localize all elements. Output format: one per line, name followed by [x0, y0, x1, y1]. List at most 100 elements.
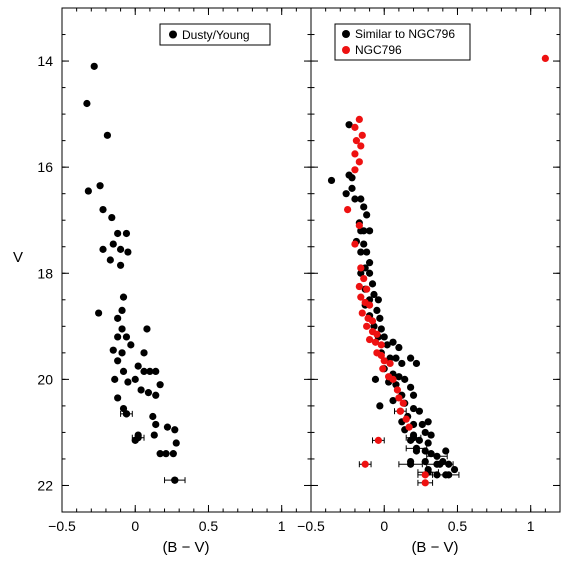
data-point	[433, 460, 441, 468]
data-point	[402, 415, 410, 423]
data-point	[370, 290, 378, 299]
data-point	[374, 296, 382, 304]
data-point	[407, 383, 415, 391]
data-point	[131, 436, 139, 444]
data-point	[389, 396, 397, 405]
data-point	[445, 460, 453, 468]
data-point	[421, 458, 429, 466]
y-tick-label: 20	[37, 371, 53, 387]
data-point	[114, 394, 122, 402]
data-point	[377, 325, 385, 333]
data-point	[389, 338, 397, 346]
data-point	[395, 394, 403, 402]
data-point	[405, 423, 413, 431]
data-point	[365, 227, 374, 235]
data-point	[407, 458, 415, 466]
data-point	[392, 354, 400, 362]
series-1	[344, 54, 549, 487]
left-points	[83, 62, 180, 484]
data-point	[415, 407, 423, 415]
data-point	[146, 367, 154, 376]
data-point	[360, 203, 368, 211]
y-tick-label: 22	[37, 477, 53, 493]
data-point	[379, 365, 387, 373]
data-point	[355, 158, 363, 166]
data-point	[137, 386, 145, 394]
data-point	[357, 248, 365, 256]
y-tick-label: 16	[37, 159, 53, 175]
data-point	[348, 184, 356, 192]
data-point	[377, 351, 385, 360]
data-point	[134, 362, 142, 370]
data-point	[149, 412, 157, 421]
y-axis-label: V	[13, 249, 23, 266]
data-point	[83, 99, 91, 108]
data-point	[352, 137, 361, 145]
data-point	[380, 357, 388, 365]
data-point	[412, 447, 421, 455]
right-tick-labels: −0.5 0 0.5 1	[297, 518, 535, 534]
data-point	[393, 386, 402, 394]
left-legend-label: Dusty/Young	[182, 28, 250, 42]
series-0	[83, 62, 180, 484]
data-point	[377, 341, 385, 349]
data-point	[114, 229, 122, 238]
right-points	[327, 54, 549, 487]
data-point	[351, 240, 359, 248]
left-tick-labels: −0.5 0 0.5 1 14 16 18 20 22	[37, 53, 285, 534]
right-panel: −0.5 0 0.5 1 (B − V) Similar to NGC796 NGC7…	[297, 7, 561, 556]
data-point	[409, 391, 418, 399]
right-legend-label-similar: Similar to NGC796	[355, 27, 455, 41]
data-point	[360, 240, 368, 248]
x-tick-label: 0.5	[199, 518, 219, 534]
data-point	[122, 410, 131, 418]
x-tick-label: 0	[131, 518, 139, 534]
data-point	[357, 293, 365, 301]
right-legend-marker-ngc796	[342, 46, 350, 54]
data-point	[421, 447, 429, 455]
data-point	[124, 378, 132, 386]
data-point	[140, 367, 148, 376]
data-point	[357, 142, 365, 150]
data-point	[421, 479, 429, 487]
data-point	[424, 465, 432, 474]
right-ticks	[310, 7, 561, 513]
data-point	[407, 436, 415, 444]
data-point	[99, 245, 107, 253]
data-point	[124, 248, 132, 256]
data-point	[351, 123, 359, 131]
data-point	[144, 389, 153, 397]
x-tick-label: −0.5	[48, 518, 76, 534]
data-point	[109, 346, 117, 354]
data-point	[371, 338, 380, 346]
data-point	[421, 428, 429, 437]
data-point	[345, 121, 353, 129]
data-point	[421, 471, 429, 479]
data-point	[442, 471, 450, 479]
data-point	[358, 131, 366, 139]
data-point	[106, 256, 114, 264]
data-point	[114, 333, 122, 341]
data-point	[450, 465, 459, 474]
data-point	[386, 354, 394, 362]
data-point	[412, 359, 421, 368]
x-tick-label: 0.5	[448, 518, 468, 534]
data-point	[95, 309, 103, 317]
data-point	[376, 402, 384, 410]
data-point	[371, 375, 380, 383]
x-tick-label: 1	[278, 518, 286, 534]
data-point	[395, 343, 403, 352]
right-legend-marker-similar	[342, 30, 350, 38]
data-point	[376, 314, 384, 322]
left-error-bars	[120, 410, 186, 484]
data-point	[127, 341, 135, 349]
data-point	[424, 439, 432, 447]
data-point	[152, 367, 160, 376]
data-point	[109, 240, 117, 248]
data-point	[427, 450, 435, 458]
data-point	[119, 404, 128, 413]
data-point	[116, 261, 125, 269]
data-point	[152, 391, 160, 399]
data-point	[365, 335, 374, 344]
